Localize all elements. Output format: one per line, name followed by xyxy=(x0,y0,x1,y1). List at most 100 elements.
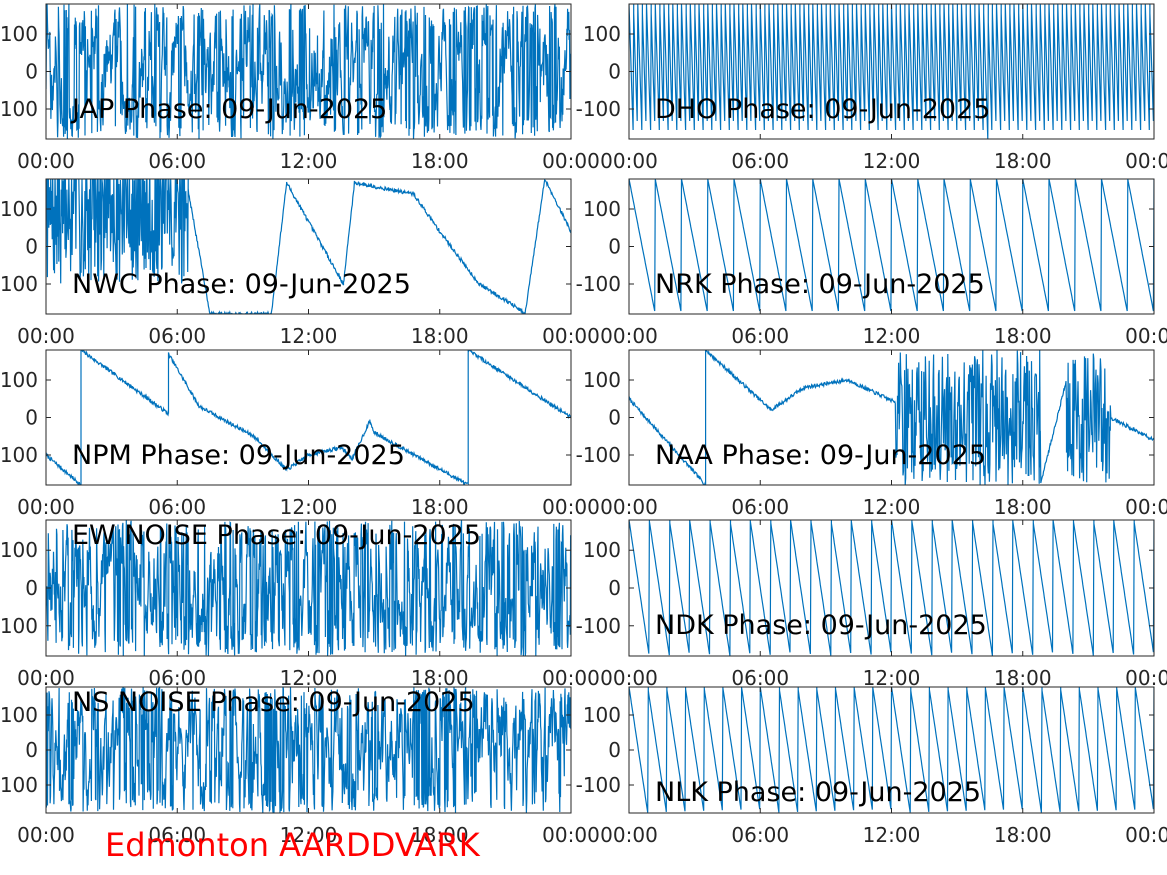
x-tick-label: 00:00 xyxy=(542,495,600,519)
x-tick-label: 00:00 xyxy=(1125,149,1167,173)
x-tick-label: 00:00 xyxy=(17,324,75,348)
x-tick-label: 00:00 xyxy=(600,823,658,847)
x-tick-label: 00:00 xyxy=(1125,495,1167,519)
x-tick-label: 06:00 xyxy=(148,149,206,173)
x-tick-label: 00:00 xyxy=(1125,324,1167,348)
y-tick-label: 100 xyxy=(583,197,621,221)
x-tick-label: 06:00 xyxy=(148,324,206,348)
x-tick-label: 12:00 xyxy=(280,666,338,690)
subplot-8: -100 0 100 00:00 06:00 12:00 18:00 00:00 NDK Pha… xyxy=(576,519,1167,690)
y-tick-label: 0 xyxy=(25,576,38,600)
x-tick-label: 18:00 xyxy=(994,666,1052,690)
y-tick-label: 0 xyxy=(608,406,621,430)
y-tick-label: 0 xyxy=(25,235,38,259)
y-tick-label: -100 xyxy=(0,97,38,121)
x-tick-label: 00:00 xyxy=(1125,823,1167,847)
subplot-4: -100 0 100 00:00 06:00 12:00 18:00 00:00 NRK Pha… xyxy=(576,178,1167,348)
series-line-1 xyxy=(629,687,1154,813)
y-tick-label: -100 xyxy=(0,443,38,467)
y-tick-label: 0 xyxy=(608,738,621,762)
x-tick-label: 12:00 xyxy=(863,495,921,519)
panel-title: NS NOISE Phase: 09-Jun-2025 xyxy=(72,687,475,718)
panel-title: NLK Phase: 09-Jun-2025 xyxy=(655,777,981,808)
x-tick-label: 18:00 xyxy=(411,666,469,690)
y-tick-label: 100 xyxy=(0,703,38,727)
panel-title: NDK Phase: 09-Jun-2025 xyxy=(655,610,987,641)
x-tick-label: 00:00 xyxy=(600,666,658,690)
x-tick-label: 18:00 xyxy=(994,324,1052,348)
panel-title: NPM Phase: 09-Jun-2025 xyxy=(72,440,405,471)
y-tick-label: 0 xyxy=(608,576,621,600)
x-tick-label: 18:00 xyxy=(411,149,469,173)
series-line-1 xyxy=(629,350,1154,485)
subplot-6: -100 0 100 00:00 06:00 12:00 18:00 00:00 NAA Pha… xyxy=(576,349,1167,519)
x-tick-label: 06:00 xyxy=(731,149,789,173)
subplot-5: -100 0 100 00:00 06:00 12:00 18:00 00:00 NPM Pha… xyxy=(0,349,600,519)
subplot-1: -100 0 100 00:00 06:00 12:00 18:00 00:00 JAP Pha… xyxy=(0,3,600,173)
x-tick-label: 18:00 xyxy=(994,495,1052,519)
subplot-7: -100 0 100 00:00 06:00 12:00 18:00 00:00 EW NOIS… xyxy=(0,519,600,690)
x-tick-label: 18:00 xyxy=(994,149,1052,173)
subplot-9: -100 0 100 00:00 06:00 12:00 18:00 00:00 NS NOIS… xyxy=(0,686,600,847)
x-tick-label: 12:00 xyxy=(280,823,338,847)
series-line-1 xyxy=(46,350,571,485)
x-tick-label: 06:00 xyxy=(731,823,789,847)
subplot-2: -100 0 100 00:00 06:00 12:00 18:00 00:00 DHO Pha… xyxy=(576,3,1167,173)
y-tick-label: -100 xyxy=(0,614,38,638)
y-tick-label: 100 xyxy=(583,538,621,562)
panel-title: NAA Phase: 09-Jun-2025 xyxy=(655,440,986,471)
y-tick-label: 0 xyxy=(25,406,38,430)
x-tick-label: 00:00 xyxy=(542,324,600,348)
y-tick-label: -100 xyxy=(576,614,621,638)
x-tick-label: 06:00 xyxy=(731,495,789,519)
x-tick-label: 12:00 xyxy=(280,149,338,173)
x-tick-label: 00:00 xyxy=(600,149,658,173)
panel-title: EW NOISE Phase: 09-Jun-2025 xyxy=(72,520,481,551)
y-tick-label: 100 xyxy=(583,368,621,392)
x-tick-label: 12:00 xyxy=(863,149,921,173)
x-tick-label: 06:00 xyxy=(148,823,206,847)
y-tick-label: 100 xyxy=(583,22,621,46)
series-line-1 xyxy=(46,179,571,314)
x-tick-label: 12:00 xyxy=(280,495,338,519)
x-tick-label: 00:00 xyxy=(542,149,600,173)
x-tick-label: 00:00 xyxy=(600,324,658,348)
series-line-1 xyxy=(629,179,1154,312)
series-line-1 xyxy=(629,4,1154,139)
x-tick-label: 00:00 xyxy=(542,823,600,847)
y-tick-label: -100 xyxy=(0,773,38,797)
series-line-1 xyxy=(629,520,1154,656)
x-tick-label: 12:00 xyxy=(863,666,921,690)
panel-title: DHO Phase: 09-Jun-2025 xyxy=(655,94,990,125)
x-tick-label: 00:00 xyxy=(17,666,75,690)
y-tick-label: 100 xyxy=(0,22,38,46)
x-tick-label: 00:00 xyxy=(17,823,75,847)
y-tick-label: 100 xyxy=(583,703,621,727)
x-tick-label: 06:00 xyxy=(731,666,789,690)
x-tick-label: 18:00 xyxy=(411,823,469,847)
panel-title: NWC Phase: 09-Jun-2025 xyxy=(72,269,411,300)
y-tick-label: 0 xyxy=(25,60,38,84)
x-tick-label: 12:00 xyxy=(863,324,921,348)
x-tick-label: 00:00 xyxy=(1125,666,1167,690)
y-tick-label: 100 xyxy=(0,538,38,562)
x-tick-label: 12:00 xyxy=(863,823,921,847)
y-tick-label: 0 xyxy=(25,738,38,762)
panel-title: NRK Phase: 09-Jun-2025 xyxy=(655,269,985,300)
series-line-1 xyxy=(46,687,571,813)
figure-title: Edmonton AARDDVARK xyxy=(105,826,480,864)
y-tick-label: -100 xyxy=(576,272,621,296)
y-tick-label: 100 xyxy=(0,197,38,221)
subplot-10: -100 0 100 00:00 06:00 12:00 18:00 00:00 NLK Pha… xyxy=(576,686,1167,847)
y-tick-label: -100 xyxy=(576,443,621,467)
y-tick-label: 0 xyxy=(608,235,621,259)
x-tick-label: 00:00 xyxy=(600,495,658,519)
y-tick-label: 0 xyxy=(608,60,621,84)
x-tick-label: 00:00 xyxy=(17,495,75,519)
x-tick-label: 06:00 xyxy=(148,666,206,690)
y-tick-label: -100 xyxy=(576,97,621,121)
y-tick-label: -100 xyxy=(576,773,621,797)
panel-title: JAP Phase: 09-Jun-2025 xyxy=(70,94,387,125)
x-tick-label: 00:00 xyxy=(17,149,75,173)
